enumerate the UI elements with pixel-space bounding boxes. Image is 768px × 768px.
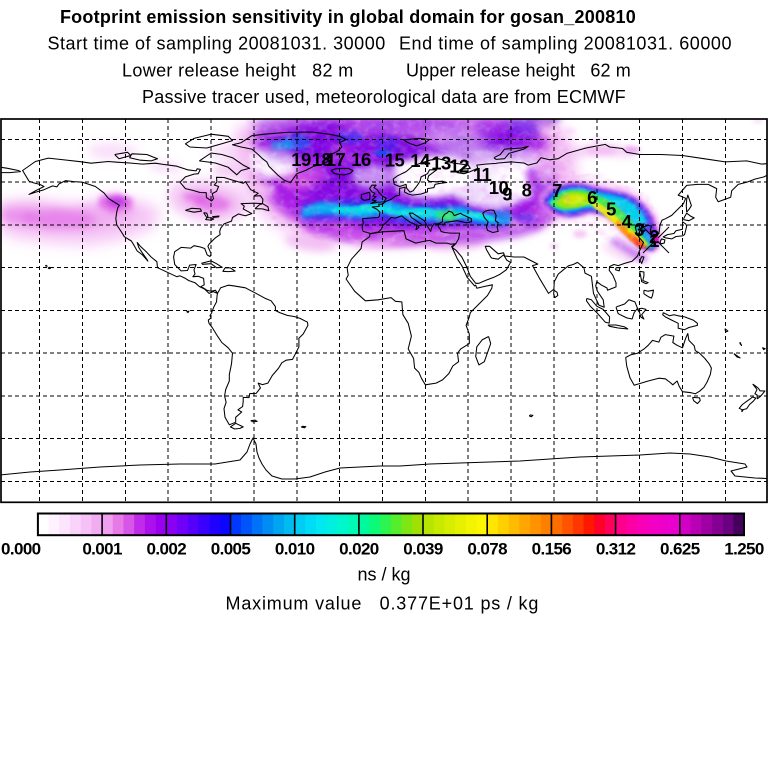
svg-text:10: 10 [489,177,509,198]
svg-text:9: 9 [502,183,512,204]
svg-text:Start time of sampling 2008103: Start time of sampling 20081031. 30000 [48,34,386,54]
svg-text:ns / kg: ns / kg [358,565,411,585]
svg-text:12: 12 [449,156,469,177]
svg-text:3: 3 [634,219,644,240]
svg-text:13: 13 [431,153,451,174]
svg-text:16: 16 [351,149,371,170]
svg-text:0.156: 0.156 [532,540,572,559]
svg-text:End time of sampling 20081031.: End time of sampling 20081031. 60000 [399,34,732,54]
svg-text:7: 7 [552,180,562,201]
svg-text:Upper release height 62 m: Upper release height 62 m [406,61,631,81]
svg-text:11: 11 [473,164,492,185]
svg-text:0.002: 0.002 [147,540,187,559]
svg-text:18: 18 [312,149,332,170]
svg-text:6: 6 [587,187,597,208]
svg-text:5: 5 [606,199,616,220]
svg-text:0.312: 0.312 [596,540,636,559]
svg-text:8: 8 [522,179,532,200]
svg-text:Footprint emission sensitivity: Footprint emission sensitivity in global… [60,7,636,27]
svg-text:14: 14 [410,150,431,171]
svg-text:0.039: 0.039 [403,540,443,559]
svg-text:17: 17 [326,149,346,170]
svg-text:15: 15 [385,150,405,171]
svg-text:1.250: 1.250 [724,540,764,559]
svg-text:0.005: 0.005 [211,540,251,559]
svg-text:0.625: 0.625 [660,540,700,559]
svg-text:1: 1 [649,230,659,251]
svg-text:0.078: 0.078 [467,540,507,559]
svg-text:Passive tracer used, meteorolo: Passive tracer used, meteorological data… [142,87,626,107]
svg-text:19: 19 [291,149,311,170]
svg-text:0.001: 0.001 [82,540,122,559]
svg-text:0.020: 0.020 [339,540,379,559]
svg-text:0.010: 0.010 [275,540,315,559]
svg-text:0.000: 0.000 [1,540,41,559]
svg-text:4: 4 [622,211,633,232]
svg-text:Lower release height 82 m: Lower release height 82 m [122,61,354,81]
svg-text:2: 2 [649,226,659,247]
svg-text:Maximum value 0.377E+01 ps /: Maximum value 0.377E+01 ps / kg [226,594,540,614]
